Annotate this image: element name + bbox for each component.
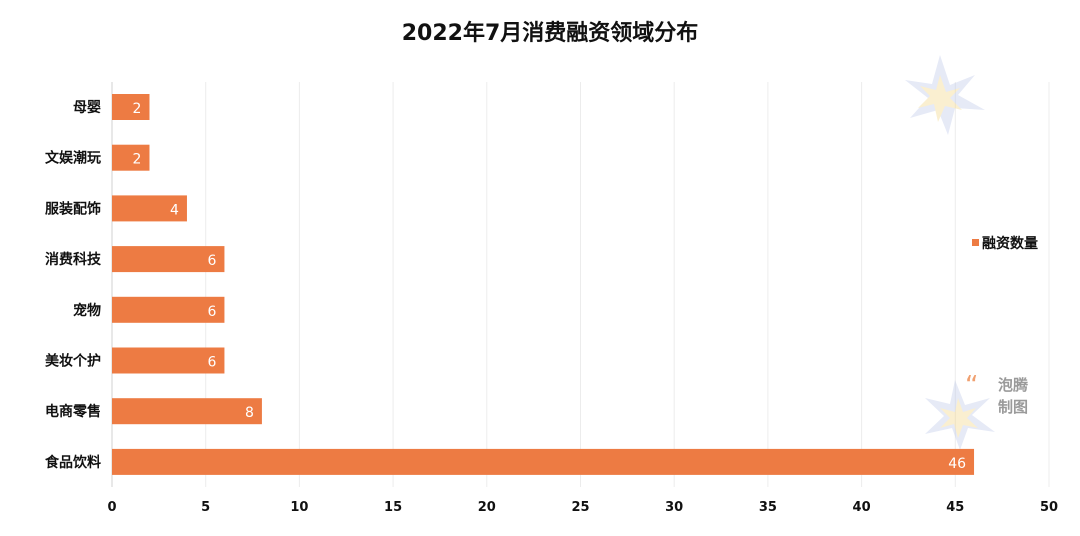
- x-axis-tick-labels: 0 5 10 15 20 25 30 35 40 45 50: [107, 500, 1058, 515]
- x-tick-label: 50: [1040, 500, 1058, 515]
- bar: [112, 144, 150, 171]
- bar: [112, 347, 225, 374]
- bar: [112, 195, 187, 222]
- category-label: 电商零售: [45, 403, 101, 420]
- x-tick-label: 45: [946, 500, 964, 515]
- x-tick-label: 10: [290, 500, 308, 515]
- x-tick-label: 40: [853, 500, 871, 515]
- legend: 融资数量: [972, 235, 1038, 252]
- legend-label: 融资数量: [982, 235, 1038, 252]
- category-label: 文娱潮玩: [45, 150, 101, 167]
- grid-lines: [111, 82, 1050, 487]
- bar-value-label: 6: [208, 355, 217, 371]
- legend-swatch: [972, 239, 979, 246]
- bar: [112, 296, 225, 323]
- watermark: [905, 55, 995, 450]
- watermark-star-bottom-icon: [925, 380, 995, 450]
- quote-mark-icon: “: [965, 371, 978, 401]
- category-label: 消费科技: [45, 251, 102, 268]
- x-tick-label: 35: [759, 500, 777, 515]
- category-label: 服装配饰: [45, 200, 101, 217]
- bar: [112, 448, 975, 475]
- watermark-line2: 制图: [998, 398, 1028, 416]
- chart-title: 2022年7月消费融资领域分布: [402, 20, 699, 46]
- x-tick-label: 20: [478, 500, 496, 515]
- x-tick-label: 0: [107, 500, 116, 515]
- category-label: 宠物: [73, 302, 101, 319]
- x-tick-label: 30: [665, 500, 683, 515]
- bar-value-label: 4: [170, 202, 179, 218]
- watermark-star-top-icon: [905, 55, 985, 135]
- x-tick-label: 15: [384, 500, 402, 515]
- bar-value-label: 8: [245, 405, 254, 421]
- category-label: 食品饮料: [45, 454, 101, 471]
- bar-value-label: 2: [133, 152, 142, 168]
- x-tick-label: 5: [201, 500, 210, 515]
- bar: [112, 94, 150, 120]
- x-tick-label: 25: [571, 500, 589, 515]
- bar-value-label: 6: [208, 253, 217, 269]
- watermark-logo: “ 泡腾 制图: [965, 371, 1029, 416]
- bar-value-label: 46: [948, 456, 966, 472]
- category-label: 美妆个护: [45, 353, 101, 370]
- category-label: 母婴: [73, 99, 101, 116]
- bar: [112, 246, 225, 273]
- watermark-line1: 泡腾: [998, 376, 1029, 394]
- bar-value-label: 2: [133, 101, 142, 117]
- bar: [112, 398, 262, 425]
- bar-value-label: 6: [208, 304, 217, 320]
